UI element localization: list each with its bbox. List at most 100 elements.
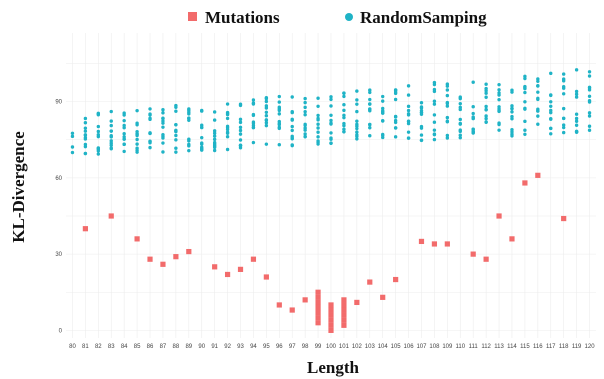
randomsampling-point [329, 104, 332, 107]
randomsampling-point [265, 142, 268, 145]
mutations-point [341, 318, 346, 323]
mutations-point [522, 180, 527, 185]
randomsampling-point [549, 72, 552, 75]
randomsampling-point [200, 142, 203, 145]
mutations-point [315, 295, 320, 300]
randomsampling-point [497, 91, 500, 94]
randomsampling-point [355, 124, 358, 127]
x-tick-label: 83 [108, 344, 115, 350]
randomsampling-point [226, 113, 229, 116]
x-tick-label: 116 [533, 344, 543, 350]
randomsampling-point [329, 136, 332, 139]
mutations-point [354, 300, 359, 305]
randomsampling-point [187, 110, 190, 113]
randomsampling-point [291, 110, 294, 113]
mutations-point [341, 323, 346, 328]
randomsampling-point [200, 147, 203, 150]
randomsampling-point [433, 121, 436, 124]
mutations-point [186, 249, 191, 254]
randomsampling-point [575, 130, 578, 133]
randomsampling-point [588, 70, 591, 73]
randomsampling-point [588, 114, 591, 117]
randomsampling-point [84, 137, 87, 140]
randomsampling-point [523, 100, 526, 103]
randomsampling-point [394, 90, 397, 93]
randomsampling-point [549, 127, 552, 130]
randomsampling-point [110, 139, 113, 142]
mutations-point [328, 307, 333, 312]
randomsampling-point [342, 92, 345, 95]
randomsampling-point [97, 149, 100, 152]
randomsampling-point [484, 105, 487, 108]
x-tick-label: 119 [572, 344, 582, 350]
randomsampling-point [110, 110, 113, 113]
randomsampling-point [433, 133, 436, 136]
randomsampling-point [161, 133, 164, 136]
randomsampling-point [562, 85, 565, 88]
randomsampling-point [278, 100, 281, 103]
randomsampling-point [226, 148, 229, 151]
randomsampling-point [252, 113, 255, 116]
randomsampling-point [394, 98, 397, 101]
randomsampling-point [459, 106, 462, 109]
randomsampling-point [303, 110, 306, 113]
randomsampling-point [355, 119, 358, 122]
mutations-point [328, 323, 333, 328]
legend-mutations-marker [188, 12, 197, 21]
randomsampling-point [471, 130, 474, 133]
randomsampling-point [562, 92, 565, 95]
randomsampling-point [226, 130, 229, 133]
randomsampling-point [342, 95, 345, 98]
randomsampling-point [588, 111, 591, 114]
randomsampling-point [84, 121, 87, 124]
randomsampling-point [355, 110, 358, 113]
randomsampling-point [588, 95, 591, 98]
randomsampling-point [291, 95, 294, 98]
randomsampling-point [433, 102, 436, 105]
x-tick-label: 110 [455, 344, 465, 350]
x-tick-label: 89 [185, 344, 192, 350]
randomsampling-point [420, 113, 423, 116]
randomsampling-point [433, 128, 436, 131]
randomsampling-point [291, 125, 294, 128]
randomsampling-point [536, 97, 539, 100]
mutations-point [496, 213, 501, 218]
randomsampling-point [368, 102, 371, 105]
x-tick-label: 107 [416, 344, 427, 350]
y-tick-label: 0 [59, 328, 63, 334]
randomsampling-point [122, 135, 125, 138]
x-tick-label: 86 [147, 344, 154, 350]
randomsampling-point [433, 100, 436, 103]
x-tick-label: 95 [263, 344, 270, 350]
randomsampling-point [200, 109, 203, 112]
randomsampling-point [446, 120, 449, 123]
randomsampling-point [433, 138, 436, 141]
randomsampling-point [497, 128, 500, 131]
x-tick-label: 100 [326, 344, 337, 350]
randomsampling-point [303, 126, 306, 129]
randomsampling-point [239, 102, 242, 105]
randomsampling-point [135, 123, 138, 126]
mutations-point [290, 307, 295, 312]
randomsampling-point [161, 141, 164, 144]
randomsampling-point [97, 146, 100, 149]
randomsampling-point [523, 107, 526, 110]
randomsampling-point [510, 104, 513, 107]
randomsampling-point [523, 129, 526, 132]
randomsampling-point [407, 136, 410, 139]
randomsampling-point [536, 90, 539, 93]
randomsampling-point [381, 136, 384, 139]
randomsampling-point [278, 112, 281, 115]
randomsampling-point [588, 99, 591, 102]
randomsampling-point [575, 117, 578, 120]
randomsampling-point [84, 133, 87, 136]
randomsampling-point [239, 146, 242, 149]
randomsampling-point [471, 81, 474, 84]
mutations-point [367, 279, 372, 284]
randomsampling-point [381, 111, 384, 114]
randomsampling-point [265, 104, 268, 107]
randomsampling-point [303, 106, 306, 109]
randomsampling-point [484, 108, 487, 111]
randomsampling-point [84, 117, 87, 120]
